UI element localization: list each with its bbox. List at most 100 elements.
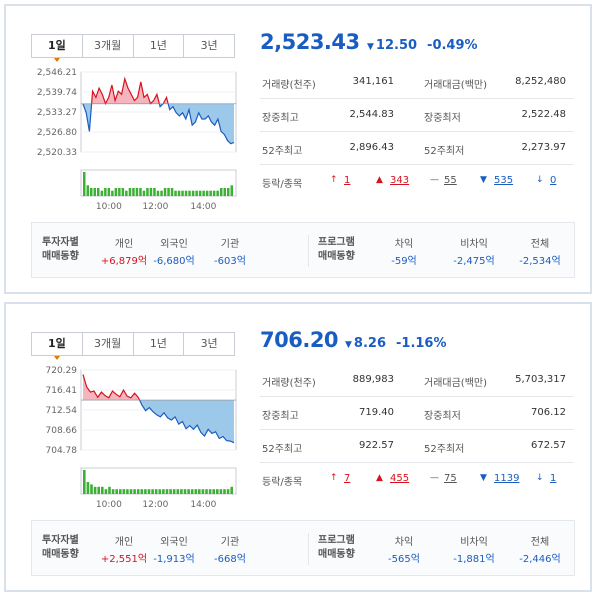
investor-title: 투자자별 매매동향 — [42, 534, 90, 562]
investor-trading-box: 투자자별 매매동향 개인 +6,879억 외국인 -6,680억 기관 -603억 프로그램 매매… — [31, 222, 575, 278]
flat-count-link[interactable]: 55 — [444, 175, 457, 186]
investor-label: 외국인 — [160, 239, 188, 250]
volume-bar — [167, 188, 170, 196]
volume-bar — [230, 486, 233, 494]
volume-bar — [176, 489, 180, 494]
stat-label: 거래량(천주) — [262, 378, 316, 389]
volume-bar — [208, 489, 212, 494]
tab-1day[interactable]: 1일 — [32, 333, 82, 360]
tab-1day[interactable]: 1일 — [32, 35, 82, 62]
change-amount: 8.26 — [353, 336, 386, 351]
down-arrow-icon: ▼ — [345, 340, 352, 350]
volume-bar — [107, 188, 111, 196]
tab-3year[interactable]: 3년 — [183, 35, 234, 57]
stat-value: 341,161 — [352, 76, 394, 87]
upper-limit-count-link[interactable]: 7 — [344, 473, 351, 484]
investor-title: 투자자별 매매동향 — [42, 236, 90, 264]
volume-bar — [209, 190, 212, 196]
flat-dash-icon: — — [430, 473, 439, 483]
volume-bar — [133, 489, 136, 494]
volume-bar — [194, 489, 198, 494]
y-tick-label: 2,539.74 — [37, 88, 77, 98]
tab-3month[interactable]: 3개월 — [81, 333, 133, 355]
rise-count-link[interactable]: 455 — [390, 473, 410, 484]
index-value: 2,523.43 — [260, 30, 360, 54]
volume-bar — [90, 188, 93, 196]
investor-label: 기관 — [220, 537, 240, 548]
program-title-line: 프로그램 — [318, 535, 355, 546]
volume-bar — [136, 489, 140, 494]
down-arrow-icon: ▼ — [367, 42, 374, 52]
program-label: 비차익 — [460, 537, 488, 548]
volume-bar — [169, 489, 172, 494]
stat-label: 52주최고 — [262, 444, 303, 455]
stats-row: 52주최고 2,896.43 52주최저 2,273.97 — [260, 132, 574, 165]
kospi-panel: 1일 3개월 1년 3년 2,523.43 ▼ 12.50 -0.49% 거래량(천주) 341,… — [4, 4, 592, 294]
volume-bar — [126, 489, 129, 494]
volume-bar — [181, 190, 184, 196]
stat-value: 8,252,480 — [515, 76, 566, 87]
rise-count-link[interactable]: 343 — [390, 175, 410, 186]
program-value: -2,534억 — [519, 256, 561, 267]
lower-limit-count-link[interactable]: 1 — [550, 473, 557, 484]
volume-bar — [100, 190, 104, 196]
upper-limit-count-link[interactable]: 1 — [344, 175, 351, 186]
volume-bar — [151, 489, 154, 494]
x-tick-label: 10:00 — [96, 202, 122, 212]
volume-bar — [205, 190, 209, 196]
investor-value: -668억 — [214, 554, 246, 565]
lower-limit-count-link[interactable]: 0 — [550, 175, 557, 186]
fall-count-link[interactable]: 535 — [494, 175, 514, 186]
price-line-down — [82, 103, 235, 145]
tab-3year[interactable]: 3년 — [183, 333, 234, 355]
volume-bar — [216, 489, 219, 494]
volume-bar — [86, 482, 90, 494]
tab-1year[interactable]: 1년 — [132, 35, 184, 57]
price-line-down — [138, 400, 235, 444]
x-tick-label: 10:00 — [96, 500, 122, 510]
tab-1year[interactable]: 1년 — [132, 333, 184, 355]
divider — [308, 235, 309, 267]
x-tick-label: 14:00 — [190, 500, 216, 510]
rise-triangle-icon: ▲ — [376, 473, 383, 483]
volume-bar — [121, 188, 125, 196]
volume-bar — [140, 489, 144, 494]
volume-bar — [230, 185, 233, 196]
volume-bar — [83, 470, 86, 494]
stat-value: 719.40 — [359, 407, 394, 418]
volume-bar — [93, 486, 97, 494]
volume-bar — [223, 188, 226, 196]
stat-label: 거래량(천주) — [262, 80, 316, 91]
x-tick-label: 12:00 — [142, 500, 168, 510]
upper-limit-arrow-icon: ↑ — [330, 175, 338, 185]
divider — [308, 533, 309, 565]
flat-count-link[interactable]: 75 — [444, 473, 457, 484]
volume-bar — [154, 489, 158, 494]
investor-title-line: 투자자별 — [42, 237, 79, 248]
volume-bar — [170, 188, 174, 196]
advance-decline-row: 등락/종목 ↑ 1 ▲ 343 — 55 ▼ 535 ↓ 0 — [260, 165, 574, 197]
volume-bar — [111, 489, 115, 494]
tab-3month[interactable]: 3개월 — [81, 35, 133, 57]
stats-row: 장중최고 2,544.83 장중최저 2,522.48 — [260, 99, 574, 132]
volume-bar — [201, 489, 205, 494]
x-tick-label: 12:00 — [142, 202, 168, 212]
volume-bar — [202, 190, 205, 196]
volume-bar — [104, 188, 107, 196]
upper-limit-arrow-icon: ↑ — [330, 473, 338, 483]
y-tick-label: 716.41 — [46, 386, 78, 396]
stat-label: 52주최저 — [424, 444, 465, 455]
stat-value: 889,983 — [352, 374, 394, 385]
program-title: 프로그램 매매동향 — [318, 236, 366, 264]
investor-label: 개인 — [114, 239, 134, 250]
volume-bar — [174, 190, 177, 196]
investor-title-line: 투자자별 — [42, 535, 79, 546]
fall-count-link[interactable]: 1139 — [494, 473, 520, 484]
index-change: ▼ 8.26 -1.16% — [345, 336, 447, 351]
volume-bar — [219, 489, 223, 494]
investor-value: -6,680억 — [153, 256, 195, 267]
volume-bar — [146, 188, 149, 196]
stats-row: 거래량(천주) 889,983 거래대금(백만) 5,703,317 — [260, 364, 574, 397]
fall-triangle-icon: ▼ — [480, 473, 487, 483]
volume-bar — [156, 190, 160, 196]
